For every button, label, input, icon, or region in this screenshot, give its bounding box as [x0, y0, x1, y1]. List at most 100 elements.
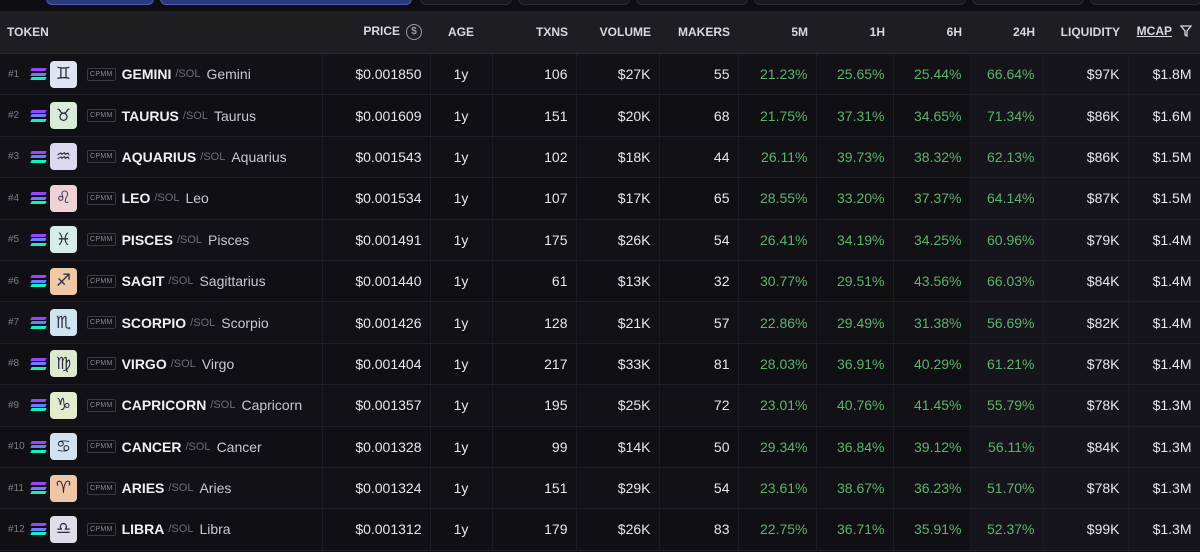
token-cell[interactable]: #4 ♌ CPMM LEO /SOL Leo — [0, 177, 323, 220]
token-cell[interactable]: #8 ♍ CPMM VIRGO /SOL Virgo — [0, 343, 323, 386]
column-header-token[interactable]: TOKEN — [0, 11, 322, 54]
makers-cell: 32 — [659, 260, 739, 303]
liquidity-cell: $78K — [1043, 343, 1129, 386]
dex-badge: CPMM — [87, 150, 116, 164]
column-header-makers[interactable]: MAKERS — [659, 11, 738, 54]
token-cell[interactable]: #6 ♐ CPMM SAGIT /SOL Sagittarius — [0, 260, 323, 303]
toolbar-button[interactable] — [46, 0, 154, 5]
table-row[interactable]: #1 ♊ CPMM GEMINI /SOL Gemini $0.001850 1… — [0, 53, 1200, 96]
liquidity-cell: $99K — [1043, 508, 1129, 551]
txns-cell: 195 — [492, 384, 577, 427]
token-symbol: SCORPIO — [121, 314, 187, 331]
makers-cell: 68 — [659, 94, 739, 137]
volume-cell: $20K — [576, 94, 660, 137]
table-row[interactable]: #12 ♎ CPMM LIBRA /SOL Libra $0.001312 1y… — [0, 508, 1200, 551]
table-row[interactable]: #7 ♏ CPMM SCORPIO /SOL Scorpio $0.001426… — [0, 301, 1200, 344]
toolbar-button[interactable] — [420, 0, 512, 5]
change-24h-cell: 56.69% — [970, 301, 1044, 344]
age-cell: 1y — [430, 219, 493, 261]
toolbar-button[interactable] — [636, 0, 748, 5]
change-5m-cell: 28.03% — [738, 343, 817, 386]
solana-icon — [30, 233, 47, 246]
solana-icon — [30, 316, 47, 329]
liquidity-cell: $86K — [1043, 94, 1129, 137]
token-cell[interactable]: #10 ♋ CPMM CANCER /SOL Cancer — [0, 426, 323, 468]
column-header-5m[interactable]: 5M — [738, 11, 816, 54]
quote-pair: /SOL — [182, 109, 208, 122]
column-header-price[interactable]: PRICE $ — [322, 11, 430, 54]
volume-cell: $26K — [576, 508, 660, 551]
table-row[interactable]: #4 ♌ CPMM LEO /SOL Leo $0.001534 1y 107 … — [0, 177, 1200, 220]
change-1h-cell: 38.67% — [816, 467, 894, 510]
toolbar-button[interactable] — [972, 0, 1084, 5]
toolbar-button[interactable] — [1090, 0, 1200, 5]
solana-icon — [30, 399, 47, 412]
change-1h-cell: 25.65% — [816, 53, 894, 96]
toolbar-button[interactable] — [518, 0, 630, 5]
rank-label: #8 — [8, 358, 20, 370]
token-cell[interactable]: #12 ♎ CPMM LIBRA /SOL Libra — [0, 508, 323, 551]
volume-cell: $21K — [576, 301, 660, 344]
token-table: TOKEN PRICE $ AGE TXNS VOLUME MAKERS 5M 1… — [0, 11, 1200, 551]
change-6h-cell: 38.32% — [893, 136, 971, 179]
dollar-toggle-icon[interactable]: $ — [406, 24, 422, 40]
liquidity-cell: $84K — [1043, 260, 1129, 303]
table-row[interactable]: #6 ♐ CPMM SAGIT /SOL Sagittarius $0.0014… — [0, 260, 1200, 303]
change-5m-cell: 22.75% — [738, 508, 817, 551]
table-row[interactable]: #8 ♍ CPMM VIRGO /SOL Virgo $0.001404 1y … — [0, 343, 1200, 386]
token-cell[interactable]: #1 ♊ CPMM GEMINI /SOL Gemini — [0, 53, 323, 96]
column-header-6h[interactable]: 6H — [893, 11, 970, 54]
token-cell[interactable]: #7 ♏ CPMM SCORPIO /SOL Scorpio — [0, 301, 323, 344]
age-cell: 1y — [430, 94, 493, 137]
token-cell[interactable]: #9 ♑ CPMM CAPRICORN /SOL Capricorn — [0, 384, 323, 427]
column-header-liquidity[interactable]: LIQUIDITY — [1043, 11, 1128, 54]
column-header-24h[interactable]: 24H — [970, 11, 1043, 54]
token-cell[interactable]: #2 ♉ CPMM TAURUS /SOL Taurus — [0, 94, 323, 137]
column-header-age[interactable]: AGE — [430, 11, 492, 54]
token-symbol: PISCES — [121, 231, 173, 248]
change-5m-cell: 29.34% — [738, 426, 817, 468]
change-6h-cell: 34.25% — [893, 219, 971, 261]
solana-icon — [30, 357, 47, 370]
price-cell: $0.001324 — [322, 467, 431, 510]
change-1h-cell: 36.71% — [816, 508, 894, 551]
change-6h-cell: 31.38% — [893, 301, 971, 344]
toolbar-button[interactable] — [160, 0, 412, 5]
price-cell: $0.001440 — [322, 260, 431, 303]
volume-cell: $18K — [576, 136, 660, 179]
table-row[interactable]: #2 ♉ CPMM TAURUS /SOL Taurus $0.001609 1… — [0, 94, 1200, 137]
taurus-icon: ♉ — [50, 102, 77, 130]
column-header-1h[interactable]: 1H — [816, 11, 893, 54]
token-cell[interactable]: #3 ♒ CPMM AQUARIUS /SOL Aquarius — [0, 136, 323, 179]
aquarius-icon: ♒ — [50, 143, 77, 171]
table-row[interactable]: #5 ♓ CPMM PISCES /SOL Pisces $0.001491 1… — [0, 219, 1200, 261]
change-6h-cell: 35.91% — [893, 508, 971, 551]
makers-cell: 54 — [659, 467, 739, 510]
token-cell[interactable]: #5 ♓ CPMM PISCES /SOL Pisces — [0, 219, 323, 261]
token-symbol: TAURUS — [121, 107, 179, 124]
quote-pair: /SOL — [170, 357, 196, 370]
token-cell[interactable]: #11 ♈ CPMM ARIES /SOL Aries — [0, 467, 323, 510]
liquidity-cell: $78K — [1043, 384, 1129, 427]
toolbar-button[interactable] — [754, 0, 966, 5]
column-header-txns[interactable]: TXNS — [492, 11, 576, 54]
column-header-volume[interactable]: VOLUME — [576, 11, 659, 54]
table-row[interactable]: #10 ♋ CPMM CANCER /SOL Cancer $0.001328 … — [0, 426, 1200, 468]
change-6h-cell: 25.44% — [893, 53, 971, 96]
dex-badge: CPMM — [87, 398, 116, 412]
table-row[interactable]: #9 ♑ CPMM CAPRICORN /SOL Capricorn $0.00… — [0, 384, 1200, 427]
solana-icon — [30, 275, 47, 288]
price-cell: $0.001328 — [322, 426, 431, 468]
dex-badge: CPMM — [87, 316, 116, 330]
makers-cell: 57 — [659, 301, 739, 344]
makers-cell: 55 — [659, 53, 739, 96]
price-cell: $0.001312 — [322, 508, 431, 551]
column-header-mcap[interactable]: MCAP — [1128, 11, 1200, 54]
table-row[interactable]: #11 ♈ CPMM ARIES /SOL Aries $0.001324 1y… — [0, 467, 1200, 510]
token-symbol: CAPRICORN — [121, 397, 207, 414]
txns-cell: 102 — [492, 136, 577, 179]
makers-cell: 54 — [659, 219, 739, 261]
table-row[interactable]: #3 ♒ CPMM AQUARIUS /SOL Aquarius $0.0015… — [0, 136, 1200, 179]
filter-icon[interactable] — [1179, 25, 1193, 40]
token-name: Aquarius — [231, 148, 287, 165]
